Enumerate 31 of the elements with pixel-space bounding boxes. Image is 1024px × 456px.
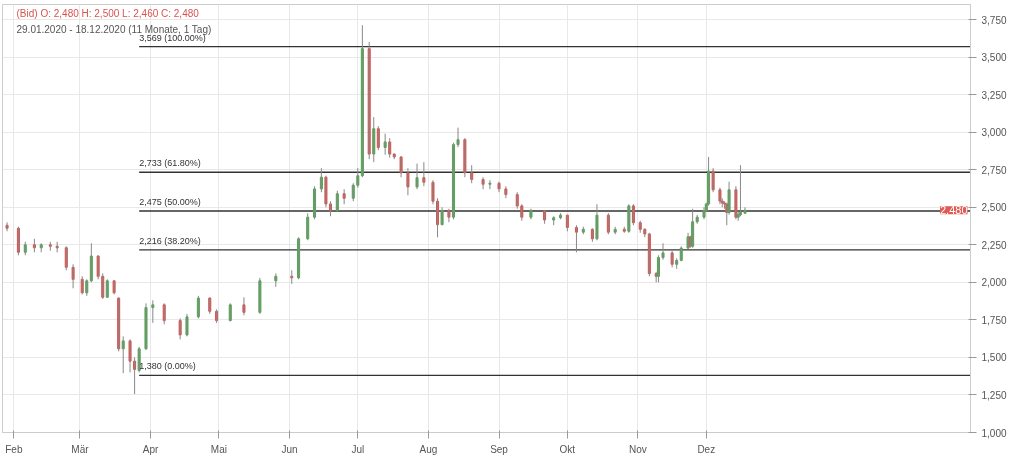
- y-tick-label: 3,500: [981, 52, 1007, 64]
- y-tick-label: 3,750: [981, 14, 1007, 26]
- x-tick-label: Mär: [71, 443, 90, 455]
- chart-title: (Bid) O: 2,480 H: 2,500 L: 2,460 C: 2,480: [16, 7, 200, 19]
- annotation: 2,480: [939, 204, 968, 217]
- y-tick-label: 1,500: [981, 352, 1007, 364]
- ref-line-label: 2,475 (50.00%): [139, 196, 201, 207]
- y-tick-label: 2,750: [981, 164, 1007, 176]
- y-tick-label: 1,250: [981, 389, 1007, 401]
- y-tick-label: 2,500: [981, 202, 1007, 214]
- x-tick-label: Sep: [490, 443, 509, 455]
- candlestick: [178, 317, 182, 340]
- x-tick-label: Mai: [210, 443, 227, 455]
- x-tick-label: Dez: [697, 443, 716, 455]
- ref-line-label: 2,733 (61.80%): [139, 158, 201, 169]
- text: 29.01.2020 - 18.12.2020 (11 Monate, 1 Tag): [16, 23, 212, 35]
- candlestick: [137, 346, 141, 373]
- x-tick-label: Nov: [629, 443, 647, 455]
- y-tick-label: 1,000: [981, 427, 1007, 439]
- x-tick-label: Jul: [351, 443, 365, 455]
- x-tick-label: Apr: [142, 443, 159, 455]
- x-tick-label: Aug: [419, 443, 438, 455]
- x-tick-label: Jun: [281, 443, 298, 455]
- y-tick-label: 1,750: [981, 314, 1007, 326]
- x-tick-label: Okt: [559, 443, 576, 455]
- y-tick-label: 2,250: [981, 239, 1007, 251]
- ref-line-label: 2,216 (38.20%): [139, 235, 201, 246]
- x-tick-label: Feb: [5, 443, 23, 455]
- y-tick-label: 3,000: [981, 127, 1007, 139]
- y-tick-label: 3,250: [981, 89, 1007, 101]
- y-tick-label: 2,000: [981, 277, 1007, 289]
